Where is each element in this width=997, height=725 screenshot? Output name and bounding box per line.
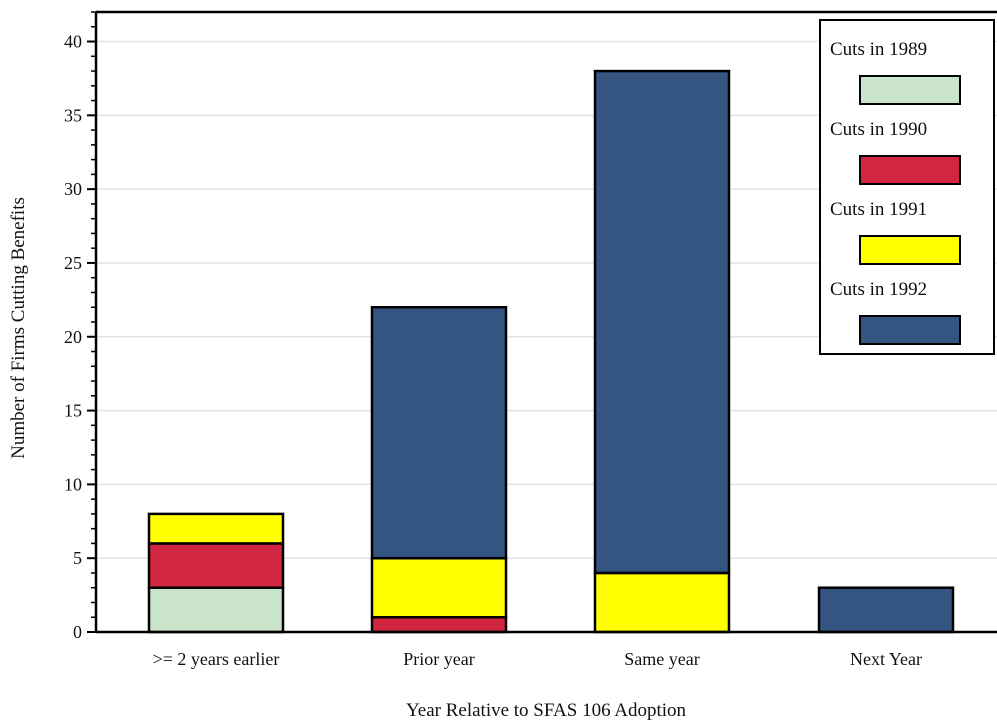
y-axis-title: Number of Firms Cutting Benefits (8, 197, 29, 459)
bar-segment-3-3 (593, 571, 731, 634)
y-tick-label: 40 (64, 32, 82, 52)
legend-swatch (859, 155, 961, 185)
x-tick-label: Same year (624, 649, 699, 669)
y-tick-label: 25 (64, 253, 82, 273)
x-tick-label: >= 2 years earlier (153, 649, 280, 669)
legend-swatch (859, 235, 961, 265)
legend-label: Cuts in 1990 (830, 119, 927, 140)
bar-segment-1-1 (147, 586, 285, 634)
grid-lines (96, 40, 997, 559)
legend-label: Cuts in 1992 (830, 279, 927, 300)
x-tick-label: Prior year (403, 649, 474, 669)
bar-segment-2-4 (370, 305, 508, 560)
y-tick-label: 5 (73, 548, 82, 568)
legend-swatch (859, 315, 961, 345)
y-tick-label: 20 (64, 327, 82, 347)
x-axis-title: Year Relative to SFAS 106 Adoption (406, 700, 687, 721)
bar-segment-2-3 (370, 556, 508, 619)
legend: Cuts in 1989 Cuts in 1990 Cuts in 1991 Cuts… (819, 19, 995, 355)
bar-segment-3-4 (593, 69, 731, 575)
y-tick-label: 15 (64, 401, 82, 421)
legend-label: Cuts in 1991 (830, 199, 927, 220)
bar-segment-4-4 (817, 586, 955, 634)
x-tick-label: Next Year (850, 649, 922, 669)
y-tick-label: 0 (73, 622, 82, 642)
bar-segment-1-2 (147, 542, 285, 589)
x-tick-labels: >= 2 years earlier Prior year Same year Nex… (153, 649, 922, 669)
legend-swatch (859, 75, 961, 105)
legend-box (819, 19, 995, 355)
bars (147, 69, 955, 634)
y-tick-label: 35 (64, 105, 82, 125)
y-tick-label: 10 (64, 474, 82, 494)
y-tick-label: 30 (64, 179, 82, 199)
bar-segment-1-3 (147, 512, 285, 545)
bar-segment-2-2 (370, 615, 508, 634)
legend-label: Cuts in 1989 (830, 39, 927, 60)
y-ticks: 0 5 10 15 20 25 30 35 40 (64, 11, 96, 642)
